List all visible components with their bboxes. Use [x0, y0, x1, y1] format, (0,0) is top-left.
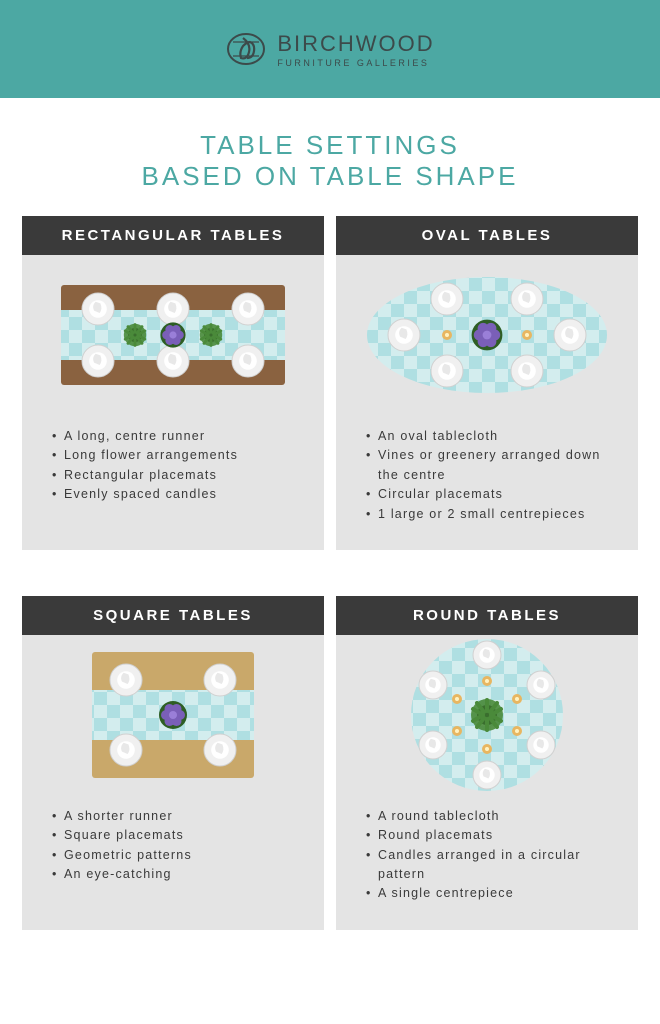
title-line-1: TABLE SETTINGS: [20, 130, 640, 161]
bullet-item: A single centrepiece: [366, 884, 616, 903]
bullet-item: 1 large or 2 small centrepieces: [366, 505, 616, 524]
card-header: RECTANGULAR TABLES: [22, 216, 324, 255]
card-art: [22, 255, 324, 415]
bullet-item: An eye-catching: [52, 865, 302, 884]
brand-subtitle: FURNITURE GALLERIES: [277, 58, 434, 68]
birch-log-icon: [225, 28, 267, 70]
bullet-item: A shorter runner: [52, 807, 302, 826]
title-line-2: BASED ON TABLE SHAPE: [20, 161, 640, 192]
bullet-item: A long, centre runner: [52, 427, 302, 446]
bullet-item: Vines or greenery arranged down the cent…: [366, 446, 616, 485]
card-oval: OVAL TABLES: [336, 216, 638, 550]
bullet-item: An oval tablecloth: [366, 427, 616, 446]
bullet-item: Circular placemats: [366, 485, 616, 504]
square-table-icon: [68, 640, 278, 790]
card-bullets: A shorter runnerSquare placematsGeometri…: [22, 795, 324, 911]
header-band: BIRCHWOOD FURNITURE GALLERIES: [0, 0, 660, 98]
brand-name: BIRCHWOOD: [277, 31, 434, 57]
card-round: ROUND TABLES: [336, 596, 638, 930]
card-header: OVAL TABLES: [336, 216, 638, 255]
card-art: [336, 635, 638, 795]
card-header: ROUND TABLES: [336, 596, 638, 635]
card-art: [22, 635, 324, 795]
card-art: [336, 255, 638, 415]
oval-table-icon: [352, 265, 622, 405]
row-gap: [22, 562, 638, 584]
bullet-item: Geometric patterns: [52, 846, 302, 865]
rectangular-table-icon: [43, 265, 303, 405]
bullet-item: Rectangular placemats: [52, 466, 302, 485]
page-title: TABLE SETTINGS BASED ON TABLE SHAPE: [0, 98, 660, 216]
cards-grid: RECTANGULAR TABLES: [0, 216, 660, 930]
bullet-item: Evenly spaced candles: [52, 485, 302, 504]
bullet-item: Square placemats: [52, 826, 302, 845]
bullet-item: Long flower arrangements: [52, 446, 302, 465]
card-square: SQUARE TABLES A shorter runnerSqu: [22, 596, 324, 930]
round-table-icon: [387, 635, 587, 795]
card-bullets: A long, centre runnerLong flower arrange…: [22, 415, 324, 531]
card-header: SQUARE TABLES: [22, 596, 324, 635]
card-rectangular: RECTANGULAR TABLES: [22, 216, 324, 550]
bullet-item: A round tablecloth: [366, 807, 616, 826]
card-bullets: An oval tableclothVines or greenery arra…: [336, 415, 638, 550]
card-bullets: A round tableclothRound placematsCandles…: [336, 795, 638, 930]
bullet-item: Round placemats: [366, 826, 616, 845]
bullet-item: Candles arranged in a circular pattern: [366, 846, 616, 885]
logo: BIRCHWOOD FURNITURE GALLERIES: [225, 28, 434, 70]
